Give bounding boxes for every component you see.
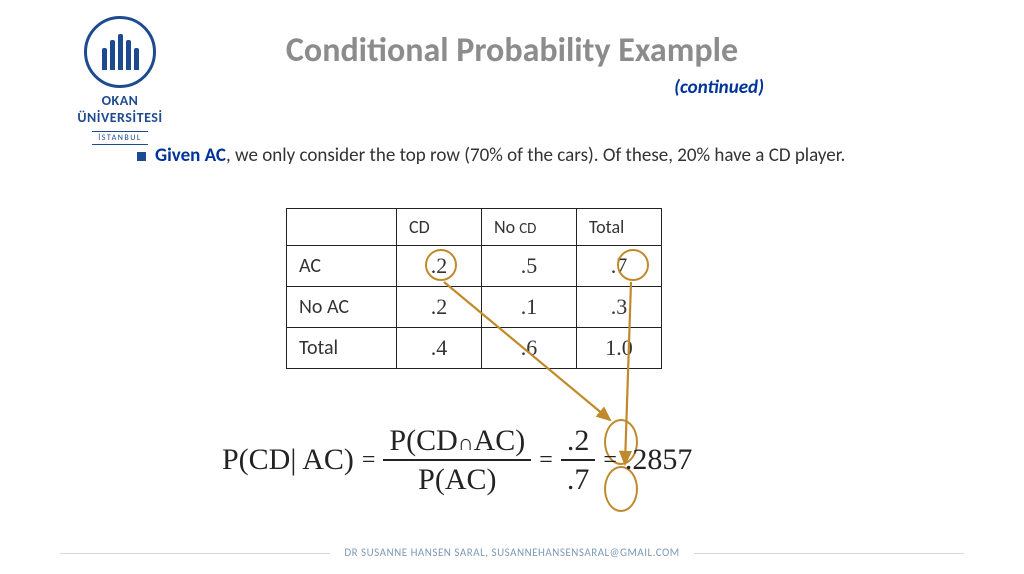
highlight-circle-denominator-source: [617, 249, 649, 281]
fraction-numeric: .2 .7: [561, 424, 596, 496]
frac-den-2: .7: [567, 461, 590, 496]
bullet-icon: [137, 152, 146, 161]
conditional-probability-formula: P(CD| AC) = P(CD∩AC) P(AC) = .2 .7 = .28…: [222, 424, 692, 496]
formula-result: .2857: [625, 443, 693, 477]
explanation-bullet: Given AC, we only consider the top row (…: [155, 144, 904, 168]
header-total: Total: [577, 209, 662, 246]
cell-noac-total: .3: [577, 287, 662, 328]
fraction-symbolic: P(CD∩AC) P(AC): [383, 424, 531, 496]
cell-total-cd: .4: [397, 328, 482, 369]
cell-noac-nocd: .1: [482, 287, 577, 328]
cell-total-total: 1.0: [577, 328, 662, 369]
highlight-circle-numerator-source: [425, 249, 457, 281]
formula-lhs: P(CD| AC): [222, 443, 354, 477]
header-nocd: No CD: [482, 209, 577, 246]
header-cd: CD: [397, 209, 482, 246]
equals-2: =: [535, 447, 557, 474]
frac-num-1: P(CD∩AC): [383, 424, 531, 461]
cell-ac-nocd: .5: [482, 246, 577, 287]
equals-3: =: [599, 447, 621, 474]
row-noac-label: No AC: [287, 287, 397, 328]
row-ac-label: AC: [287, 246, 397, 287]
cell-noac-cd: .2: [397, 287, 482, 328]
bullet-rest: , we only consider the top row (70% of t…: [226, 144, 845, 167]
cell-total-nocd: .6: [482, 328, 577, 369]
continued-label: (continued): [0, 76, 964, 99]
row-total-label: Total: [287, 328, 397, 369]
probability-table: CD No CD Total AC .2 .5 .7 No AC .2 .1 .…: [286, 208, 662, 369]
slide-title: Conditional Probability Example: [0, 30, 1024, 71]
footer-credit: DR SUSANNE HANSEN SARAL, SUSANNEHANSENSA…: [0, 546, 1024, 559]
frac-num-2: .2: [561, 424, 596, 461]
header-blank: [287, 209, 397, 246]
equals-1: =: [358, 447, 380, 474]
bullet-strong: Given AC: [155, 144, 226, 167]
frac-den-1: P(AC): [418, 461, 496, 496]
logo-sub: İSTANBUL: [92, 131, 148, 145]
